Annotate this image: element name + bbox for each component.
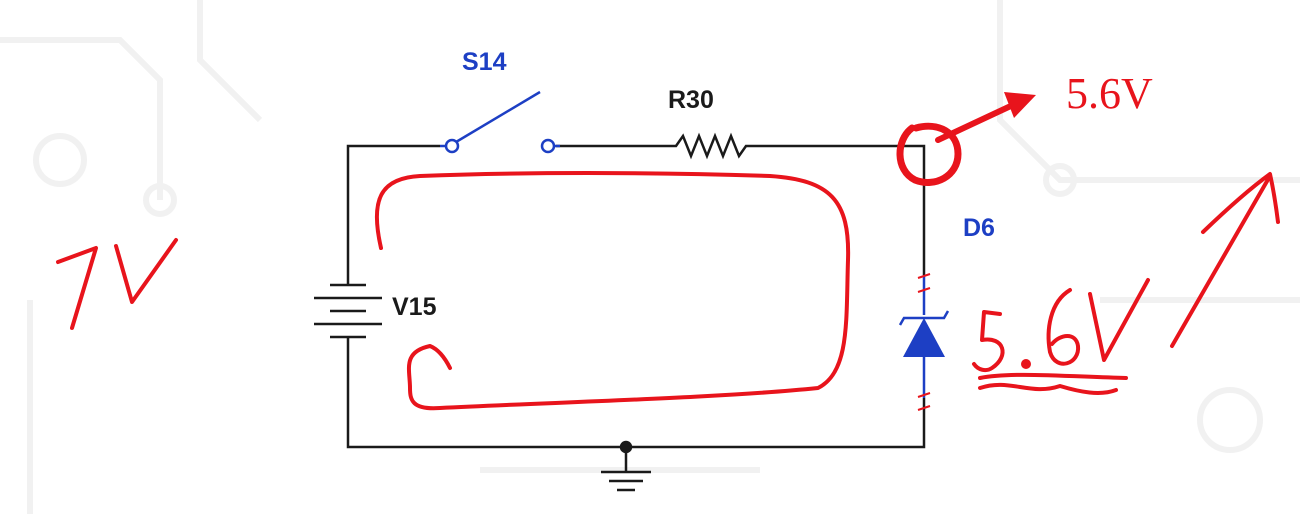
svg-text:5.6V: 5.6V	[980, 343, 996, 352]
node-voltage-label: 5.6V	[1066, 69, 1153, 118]
resistor-label: R30	[668, 86, 714, 114]
switch-label: S14	[462, 48, 507, 76]
handwritten-zener-voltage: 5.6V	[972, 278, 1150, 395]
switch-s14	[440, 90, 560, 154]
battery-label: V15	[392, 293, 437, 321]
battery-v15	[314, 283, 382, 339]
ground-icon	[601, 440, 651, 492]
current-loop-annotation	[374, 171, 851, 411]
zener-label: D6	[963, 214, 995, 242]
rising-arrow-icon	[1170, 172, 1280, 348]
node-highlight-circle	[896, 122, 962, 186]
arrow-icon	[935, 92, 1036, 143]
resistor-r30	[665, 132, 762, 160]
zener-diode-d6	[898, 273, 950, 411]
svg-text:7V: 7V	[56, 323, 66, 332]
handwritten-source-voltage: 7V	[56, 238, 178, 332]
wires	[346, 144, 926, 472]
